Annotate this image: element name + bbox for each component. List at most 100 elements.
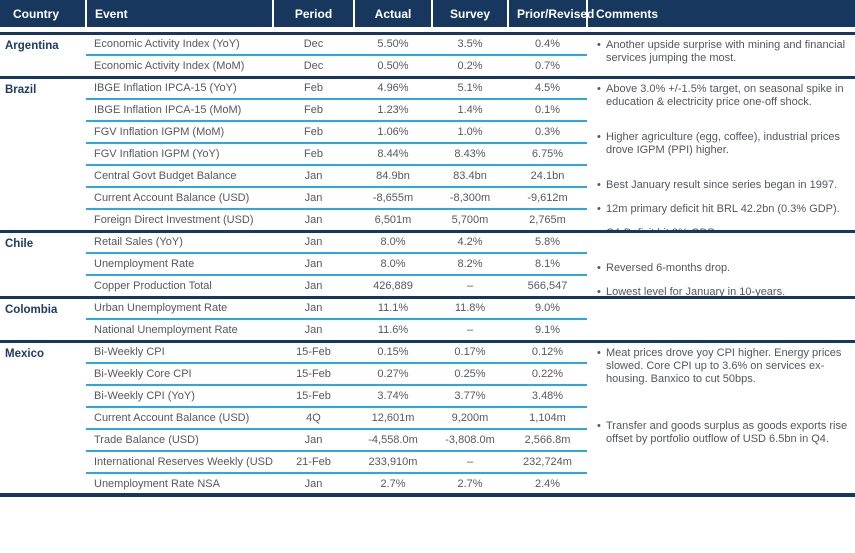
table-row: Current Account Balance (USD) Jan -8,655… xyxy=(0,186,855,209)
table-row: Bi-Weekly Core CPI 15-Feb 0.27% 0.25% 0.… xyxy=(0,362,855,385)
cell-survey: 3.77% xyxy=(432,384,508,407)
table-row: Argentina Economic Activity Index (YoY) … xyxy=(0,31,855,77)
country-label: Mexico xyxy=(0,339,86,497)
cell-period: Jan xyxy=(273,472,354,497)
cell-actual: 8.0% xyxy=(354,252,432,275)
table-row: Colombia Urban Unemployment Rate Jan 11.… xyxy=(0,295,855,341)
country-group-argentina: Argentina Economic Activity Index (YoY) … xyxy=(0,31,855,77)
table-row: Unemployment Rate Jan 8.0% 8.2% 8.1% xyxy=(0,252,855,275)
comment-bullet: Lowest level for January in 10-years. xyxy=(597,286,849,298)
table-row: International Reserves Weekly (USD) 21-F… xyxy=(0,450,855,473)
cell-survey: 5,700m xyxy=(432,208,508,231)
table-header: Country Event Period Actual Survey Prior… xyxy=(0,0,855,27)
header-gap xyxy=(0,27,855,33)
cell-prior: 0.4% xyxy=(508,31,587,55)
comment-bullet: Higher agriculture (egg, coffee), indust… xyxy=(597,131,849,157)
cell-actual: 426,889 xyxy=(354,274,432,297)
cell-prior: 2,765m xyxy=(508,208,587,231)
cell-period: Jan xyxy=(273,318,354,341)
cell-event: Bi-Weekly CPI (YoY) xyxy=(86,384,273,407)
cell-event: IBGE Inflation IPCA-15 (MoM) xyxy=(86,98,273,121)
cell-actual: -8,655m xyxy=(354,186,432,209)
column-header-actual: Actual xyxy=(353,0,432,27)
comments-cell: Meat prices drove yoy CPI higher. Energy… xyxy=(587,339,855,497)
cell-actual: 8.44% xyxy=(354,142,432,165)
cell-period: Jan xyxy=(273,252,354,275)
comments-cell: Above 3.0% +/-1.5% target, on seasonal s… xyxy=(587,75,855,231)
country-group-brazil: Brazil IBGE Inflation IPCA-15 (YoY) Feb … xyxy=(0,75,855,231)
cell-event: Unemployment Rate NSA xyxy=(86,472,273,497)
cell-period: Jan xyxy=(273,164,354,187)
cell-actual: 2.7% xyxy=(354,472,432,497)
table-row: Unemployment Rate NSA Jan 2.7% 2.7% 2.4% xyxy=(0,472,855,497)
cell-event: Foreign Direct Investment (USD) xyxy=(86,208,273,231)
cell-event: National Unemployment Rate xyxy=(86,318,273,341)
comment-bullet: Transfer and goods surplus as goods expo… xyxy=(597,420,849,446)
cell-period: Jan xyxy=(273,229,354,253)
cell-prior: 8.1% xyxy=(508,252,587,275)
cell-period: Jan xyxy=(273,208,354,231)
cell-survey: 8.43% xyxy=(432,142,508,165)
table-row: Brazil IBGE Inflation IPCA-15 (YoY) Feb … xyxy=(0,75,855,231)
cell-event: Current Account Balance (USD) xyxy=(86,406,273,429)
comments-cell: Another upside surprise with mining and … xyxy=(587,31,855,77)
table-row: Mexico Bi-Weekly CPI 15-Feb 0.15% 0.17% … xyxy=(0,339,855,497)
country-label: Brazil xyxy=(0,75,86,231)
table-row: National Unemployment Rate Jan 11.6% – 9… xyxy=(0,318,855,341)
cell-survey: 0.17% xyxy=(432,339,508,363)
cell-actual: 1.06% xyxy=(354,120,432,143)
cell-survey: – xyxy=(432,274,508,297)
cell-prior: 1,104m xyxy=(508,406,587,429)
cell-event: Bi-Weekly CPI xyxy=(86,339,273,363)
cell-prior: 232,724m xyxy=(508,450,587,473)
comment-bullet: Another upside surprise with mining and … xyxy=(597,39,849,65)
cell-prior: 2.4% xyxy=(508,472,587,497)
country-group-colombia: Colombia Urban Unemployment Rate Jan 11.… xyxy=(0,295,855,341)
cell-survey: 2.7% xyxy=(432,472,508,497)
cell-prior: 566,547 xyxy=(508,274,587,297)
cell-period: Jan xyxy=(273,274,354,297)
cell-period: 21-Feb xyxy=(273,450,354,473)
cell-event: Trade Balance (USD) xyxy=(86,428,273,451)
table-row: FGV Inflation IGPM (YoY) Feb 8.44% 8.43%… xyxy=(0,142,855,165)
cell-period: Jan xyxy=(273,295,354,319)
cell-actual: 0.27% xyxy=(354,362,432,385)
cell-event: Retail Sales (YoY) xyxy=(86,229,273,253)
cell-prior: 4.5% xyxy=(508,75,587,99)
comments-cell: Reversed 6-months drop. Lowest level for… xyxy=(587,229,855,298)
cell-actual: 84.9bn xyxy=(354,164,432,187)
cell-actual: 3.74% xyxy=(354,384,432,407)
country-label: Colombia xyxy=(0,295,86,341)
cell-survey: 9,200m xyxy=(432,406,508,429)
column-header-period: Period xyxy=(272,0,354,27)
cell-actual: 0.50% xyxy=(354,54,432,77)
cell-survey: 0.2% xyxy=(432,54,508,77)
cell-actual: 4.96% xyxy=(354,75,432,99)
cell-prior: 0.1% xyxy=(508,98,587,121)
table-row: Copper Production Total Jan 426,889 – 56… xyxy=(0,274,855,297)
cell-survey: 1.0% xyxy=(432,120,508,143)
comment-bullet: 12m primary deficit hit BRL 42.2bn (0.3%… xyxy=(597,203,849,216)
column-header-comments: Comments xyxy=(586,0,855,27)
cell-event: Urban Unemployment Rate xyxy=(86,295,273,319)
cell-actual: 233,910m xyxy=(354,450,432,473)
cell-survey: 4.2% xyxy=(432,229,508,253)
cell-event: IBGE Inflation IPCA-15 (YoY) xyxy=(86,75,273,99)
country-label: Chile xyxy=(0,229,86,297)
cell-event: Unemployment Rate xyxy=(86,252,273,275)
table-row: Chile Retail Sales (YoY) Jan 8.0% 4.2% 5… xyxy=(0,229,855,297)
table-row: Trade Balance (USD) Jan -4,558.0m -3,808… xyxy=(0,428,855,451)
cell-prior: 0.22% xyxy=(508,362,587,385)
table-row: Economic Activity Index (MoM) Dec 0.50% … xyxy=(0,54,855,77)
comments-cell xyxy=(587,295,855,341)
cell-prior: 5.8% xyxy=(508,229,587,253)
cell-actual: 11.1% xyxy=(354,295,432,319)
cell-survey: 83.4bn xyxy=(432,164,508,187)
cell-actual: 11.6% xyxy=(354,318,432,341)
table-row: Bi-Weekly CPI (YoY) 15-Feb 3.74% 3.77% 3… xyxy=(0,384,855,407)
column-header-prior-revised: Prior/Revised xyxy=(507,0,594,27)
cell-survey: 8.2% xyxy=(432,252,508,275)
cell-period: Jan xyxy=(273,428,354,451)
cell-survey: 5.1% xyxy=(432,75,508,99)
cell-prior: 9.1% xyxy=(508,318,587,341)
